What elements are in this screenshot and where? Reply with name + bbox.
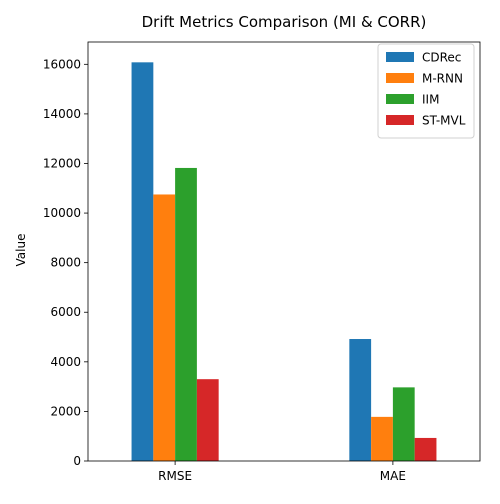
- bar: [175, 167, 197, 461]
- legend-box: [377, 43, 475, 139]
- legend-swatch: [386, 115, 414, 125]
- y-tick-label: 4000: [50, 355, 81, 369]
- y-tick-label: 8000: [50, 256, 81, 270]
- y-tick-label: 0: [73, 454, 81, 468]
- legend-label: IIM: [422, 93, 439, 107]
- y-tick-label: 16000: [43, 57, 81, 71]
- y-ticks-group: 0 2000 4000 6000 8000 10000 12000 14000 16000: [43, 57, 88, 468]
- legend-label: ST-MVL: [422, 114, 466, 128]
- axes-frame: [87, 41, 481, 462]
- bar: [196, 379, 219, 461]
- x-tick-label: MAE: [380, 469, 406, 483]
- bar: [414, 437, 437, 461]
- legend-swatch: [386, 52, 414, 62]
- y-axis-label: Value: [14, 234, 28, 267]
- x-ticks-group: RMSE MAE: [158, 461, 406, 483]
- legend-swatch: [386, 94, 414, 104]
- bar: [392, 387, 415, 461]
- y-tick-label: 10000: [43, 206, 81, 220]
- plot-frame: [87, 41, 481, 462]
- bar: [371, 416, 393, 461]
- y-tick-label: 2000: [50, 404, 81, 418]
- y-tick-label: 6000: [50, 305, 81, 319]
- chart-title: Drift Metrics Comparison (MI & CORR): [142, 13, 427, 31]
- legend-label: M-RNN: [422, 72, 463, 86]
- x-tick-label: RMSE: [158, 469, 192, 483]
- legend-swatch: [386, 73, 414, 83]
- bars-group: [131, 62, 437, 462]
- bar: [153, 194, 176, 462]
- legend: CDRec M-RNN IIM ST-MVL: [377, 43, 475, 139]
- y-tick-label: 12000: [43, 156, 81, 170]
- y-tick-label: 14000: [43, 107, 81, 121]
- bar: [131, 62, 154, 462]
- bar: [349, 339, 372, 461]
- legend-label: CDRec: [422, 51, 461, 65]
